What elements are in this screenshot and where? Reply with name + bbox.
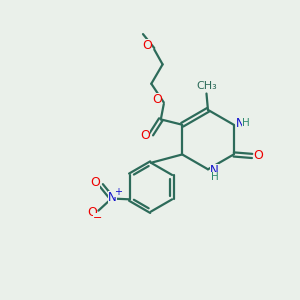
Text: O: O (87, 206, 97, 219)
Text: H: H (242, 118, 250, 128)
Text: O: O (254, 149, 264, 162)
Text: O: O (152, 93, 162, 106)
Text: H: H (211, 172, 218, 182)
Text: O: O (90, 176, 100, 190)
Text: N: N (108, 191, 117, 204)
Text: N: N (236, 117, 244, 130)
Text: +: + (114, 187, 122, 197)
Text: N: N (210, 164, 219, 177)
Text: CH₃: CH₃ (196, 81, 217, 91)
Text: −: − (93, 213, 103, 223)
Text: O: O (142, 40, 152, 52)
Text: O: O (140, 129, 150, 142)
